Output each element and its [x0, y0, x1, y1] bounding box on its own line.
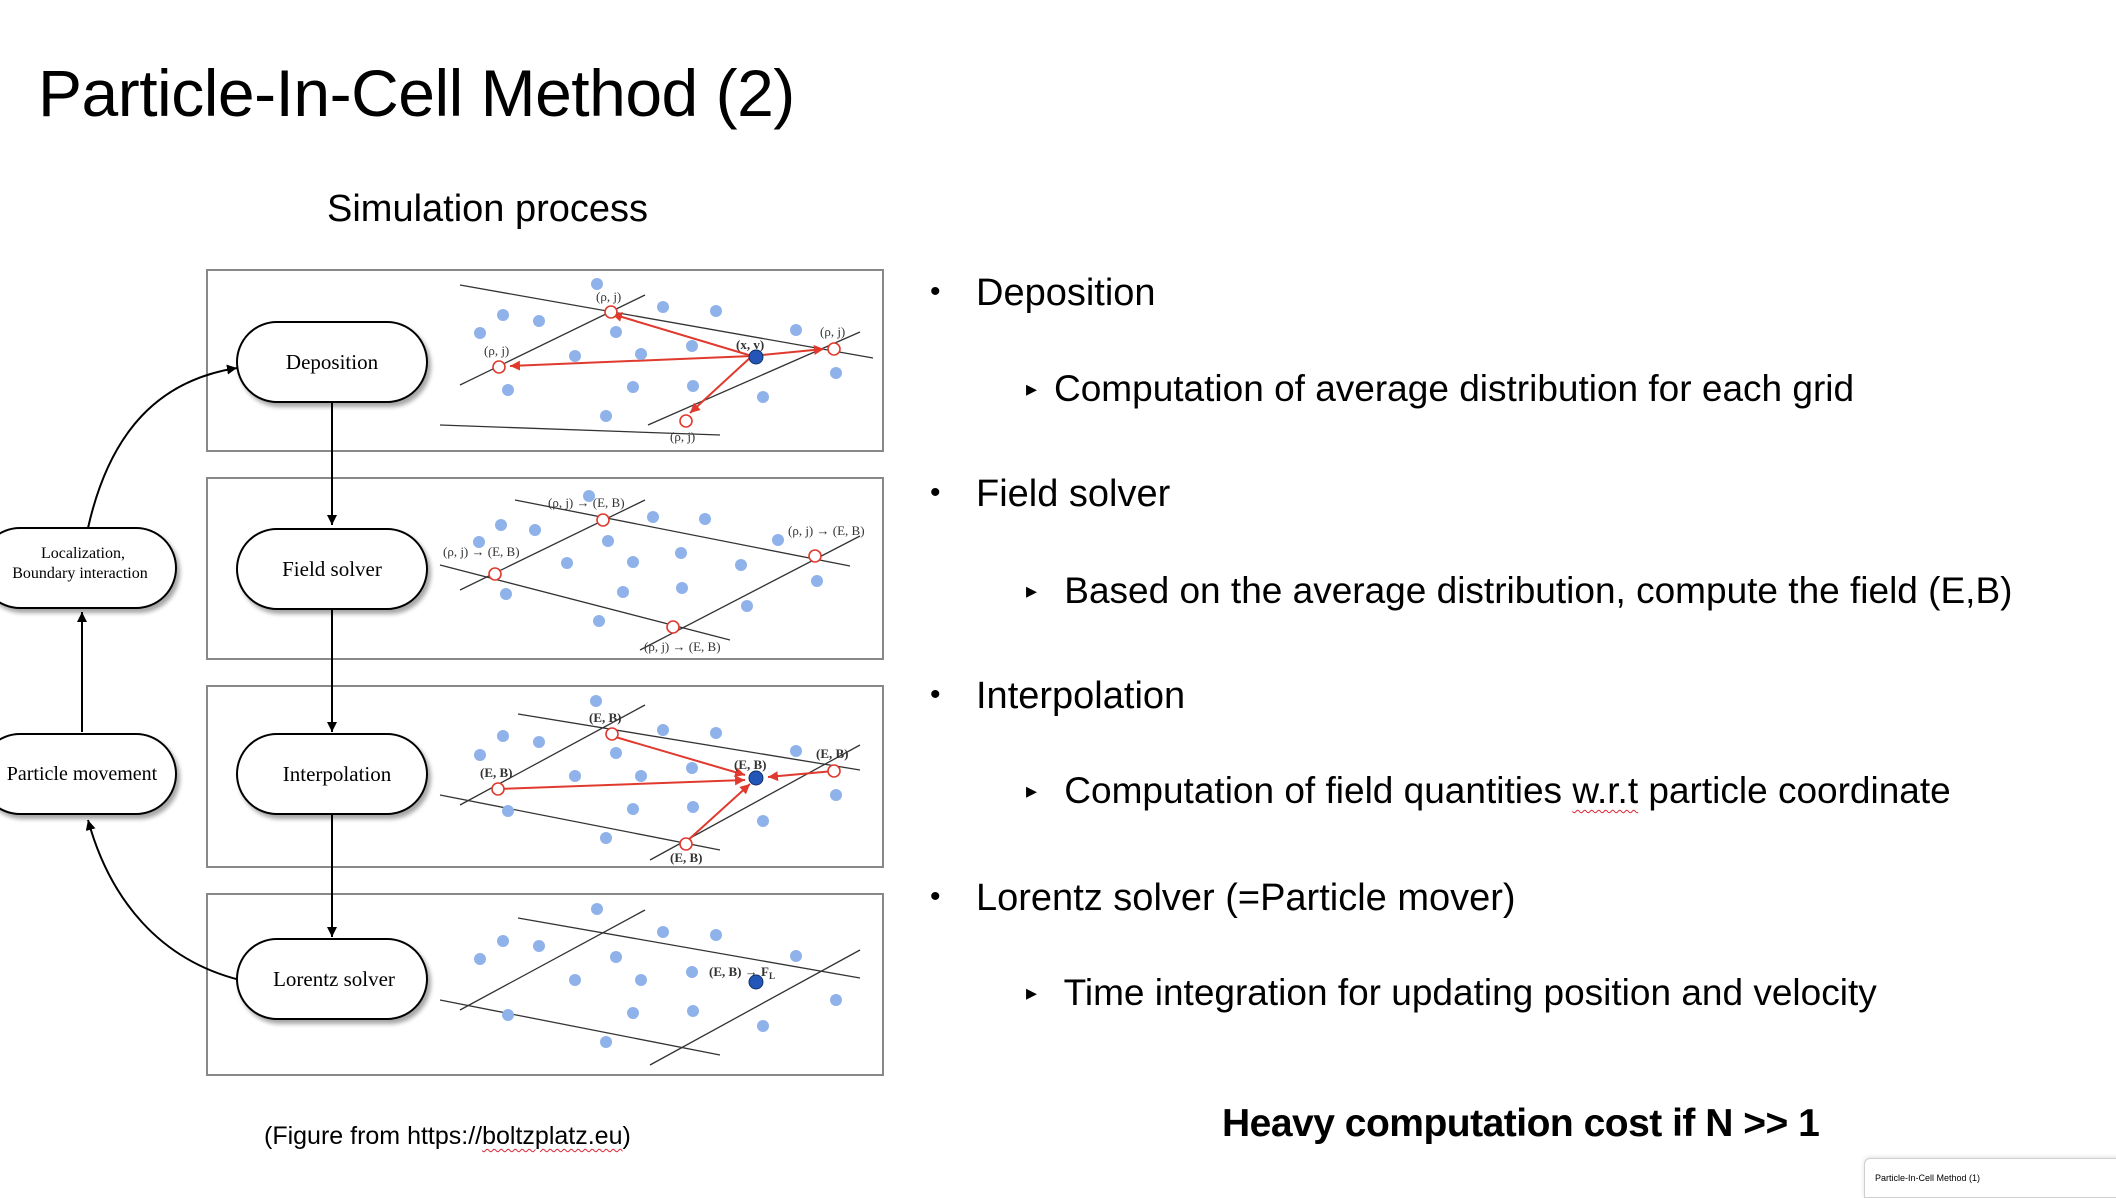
caption-link[interactable]: boltzplatz.eu [482, 1122, 623, 1150]
node-localization-line2: Boundary interaction [12, 565, 148, 582]
node-interpolation: Interpolation [236, 733, 428, 815]
nodes-interpolation [491, 727, 841, 851]
svg-text:(ρ, j) → (E, B): (ρ, j) → (E, B) [644, 639, 721, 654]
bullet-deposition: • Deposition [930, 272, 1156, 314]
svg-text:(ρ, j): (ρ, j) [670, 429, 695, 444]
figure-title: Simulation process [327, 188, 649, 230]
svg-text:(ρ, j) → (E, B): (ρ, j) → (E, B) [788, 523, 865, 538]
nodes-field-solver [488, 513, 822, 634]
svg-text:(ρ, j): (ρ, j) [596, 289, 621, 304]
svg-text:(ρ, j) → (E, B): (ρ, j) → (E, B) [548, 495, 625, 510]
svg-text:(ρ, j): (ρ, j) [820, 324, 845, 339]
svg-text:(ρ, j): (ρ, j) [484, 343, 509, 358]
labels-interpolation: (E, B) (E, B) (E, B) (E, B) (E, B) [480, 710, 849, 865]
node-localization-line1: Localization, [41, 545, 125, 562]
grid-lorentz [439, 909, 861, 1066]
bullet-field-solver: • Field solver [930, 473, 1171, 515]
node-deposition-label: Deposition [286, 350, 379, 374]
sub-bullet-field-solver: ▸ Based on the average distribution, com… [1026, 570, 2013, 611]
node-field-solver-label: Field solver [282, 557, 382, 581]
sub-bullet-lorentz: ▸ Time integration for updating position… [1026, 972, 1877, 1013]
svg-text:(E, B): (E, B) [816, 746, 849, 761]
node-particle-movement-label: Particle movement [7, 763, 158, 785]
labels-field-solver: (ρ, j) → (E, B) (ρ, j) → (E, B) (ρ, j) →… [443, 495, 865, 654]
slide-title: Particle-In-Cell Method (2) [38, 56, 795, 130]
node-lorentz-label: Lorentz solver [273, 967, 395, 991]
node-field-solver: Field solver [236, 528, 428, 610]
pic-simulation-diagram: Deposition Field solver Interpolation Lo… [0, 269, 884, 1076]
svg-text:(E, B): (E, B) [480, 765, 513, 780]
svg-text:(E, B): (E, B) [734, 757, 767, 772]
particles-lorentz [474, 903, 842, 1048]
slide-thumbnail[interactable]: Particle-In-Cell Method (1) [1864, 1158, 2116, 1198]
particles-field-solver [473, 490, 823, 627]
particles-deposition [474, 278, 842, 428]
loop-arrow-localization-to-deposition [87, 364, 238, 529]
node-deposition: Deposition [236, 321, 428, 403]
arrows-deposition [509, 312, 825, 414]
svg-text:(E, B): (E, B) [589, 710, 622, 725]
node-localization: Localization, Boundary interaction [0, 527, 177, 609]
cost-note: Heavy computation cost if N >> 1 [1222, 1102, 1820, 1145]
sub-bullet-deposition: ▸ Computation of average distribution for… [1026, 368, 1855, 409]
loop-arrow-lorentz-to-movement [85, 819, 241, 981]
svg-text:(E, B): (E, B) [670, 850, 703, 865]
svg-text:(x, v): (x, v) [736, 337, 764, 352]
label-lorentz: (E, B) → FL [709, 964, 775, 981]
highlight-particle-lorentz [748, 974, 764, 990]
svg-text:(E, B) → FL: (E, B) → FL [709, 964, 775, 981]
highlight-particle-interpolation [748, 770, 764, 786]
particles-interpolation [474, 695, 842, 844]
labels-deposition: (ρ, j) (ρ, j) (x, v) (ρ, j) (ρ, j) [484, 289, 845, 444]
figure-caption: (Figure from https://boltzplatz.eu) [264, 1122, 631, 1150]
bullet-interpolation: • Interpolation [930, 675, 1186, 717]
sub-bullet-interpolation: ▸ Computation of field quantities w.r.t … [1026, 770, 1951, 811]
node-lorentz-solver: Lorentz solver [236, 938, 428, 1020]
bullet-lorentz: • Lorentz solver (=Particle mover) [930, 877, 1516, 919]
node-interpolation-label: Interpolation [283, 762, 392, 786]
arrows-interpolation [497, 735, 835, 843]
node-particle-movement: Particle movement [0, 733, 177, 815]
svg-text:(ρ, j) → (E, B): (ρ, j) → (E, B) [443, 544, 520, 559]
